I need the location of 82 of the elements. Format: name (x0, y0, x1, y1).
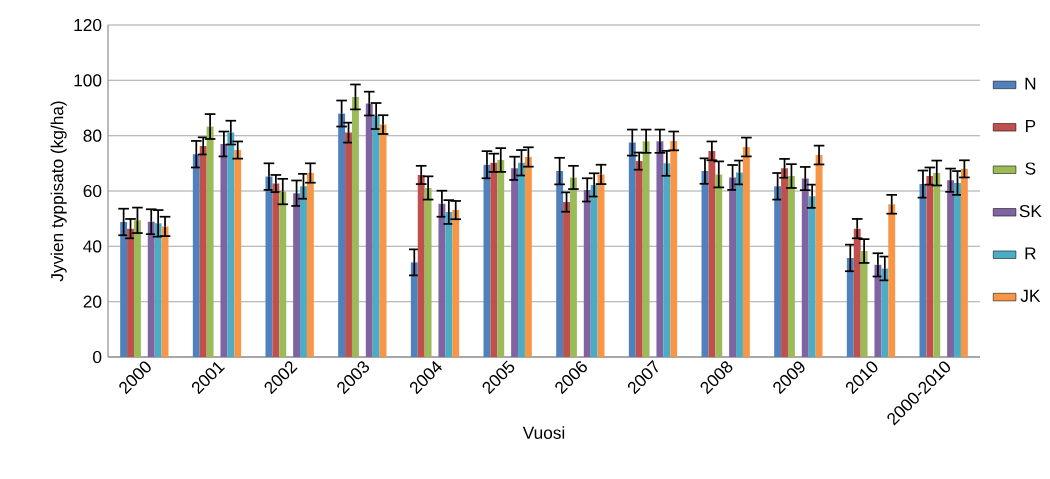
y-axis-title: Jyvien typpisato (kg/ha) (50, 101, 67, 282)
bar (954, 182, 961, 357)
bar (656, 141, 664, 357)
bar (345, 132, 352, 357)
bar (947, 180, 955, 357)
bar (306, 173, 314, 357)
bar (293, 193, 301, 357)
bar (497, 160, 505, 357)
bar (127, 228, 134, 357)
bar (372, 116, 380, 357)
bar (452, 210, 460, 357)
bar (708, 150, 716, 357)
y-tick-label: 60 (83, 184, 102, 198)
bar (846, 257, 854, 357)
bar (888, 204, 896, 357)
bar (569, 177, 577, 357)
bar (663, 163, 671, 357)
legend-label: JK (1020, 289, 1041, 302)
bar (120, 221, 128, 357)
bar (642, 141, 650, 357)
bar (154, 223, 162, 357)
bar (351, 96, 359, 357)
bar (227, 132, 235, 357)
y-tick-label: 100 (74, 74, 102, 87)
legend-label: R (1025, 247, 1036, 260)
bar (279, 191, 287, 357)
bar (926, 176, 934, 357)
bar (853, 228, 861, 357)
bar (365, 103, 373, 357)
bar (801, 178, 809, 357)
bar (300, 186, 307, 357)
bar (781, 168, 788, 357)
bar (147, 221, 155, 357)
bar (628, 142, 636, 357)
bar (933, 173, 941, 357)
bar (438, 203, 446, 357)
bar (860, 251, 868, 357)
bar (736, 172, 743, 357)
bar (583, 189, 591, 357)
legend-label: N (1025, 77, 1036, 90)
bar (874, 264, 882, 357)
bar (524, 156, 532, 357)
bar (410, 262, 418, 357)
bar (742, 147, 750, 357)
bar (881, 268, 889, 357)
y-tick-label: 20 (83, 295, 102, 308)
bar (234, 150, 242, 357)
bar (199, 145, 207, 357)
bar (774, 186, 782, 357)
bar (445, 212, 453, 357)
bar (206, 126, 214, 357)
bar (556, 171, 564, 357)
bar (729, 177, 737, 357)
bar (597, 174, 605, 357)
bar (787, 176, 795, 357)
bar (272, 183, 280, 357)
bar (133, 220, 141, 357)
bar (590, 184, 598, 357)
bar (815, 155, 823, 357)
bar (379, 124, 387, 357)
bar (417, 174, 425, 357)
bar (490, 162, 498, 357)
bar (220, 143, 228, 357)
bar (715, 174, 723, 357)
legend-label: S (1025, 162, 1036, 175)
y-tick-label: 0 (93, 350, 102, 364)
bar (960, 168, 968, 357)
bar (808, 196, 816, 357)
bar (518, 162, 525, 357)
bar (563, 202, 570, 357)
legend-label: SK (1019, 204, 1042, 218)
y-tick-label: 80 (83, 129, 102, 142)
bar (338, 113, 346, 357)
bar (192, 154, 200, 357)
x-axis-title: Vuosi (522, 426, 565, 439)
bar (670, 140, 678, 357)
y-tick-label: 40 (83, 240, 102, 253)
bar (635, 161, 643, 357)
y-tick-label: 120 (74, 18, 102, 32)
legend-label: P (1026, 120, 1036, 132)
bar (511, 168, 519, 357)
bar (424, 187, 432, 357)
